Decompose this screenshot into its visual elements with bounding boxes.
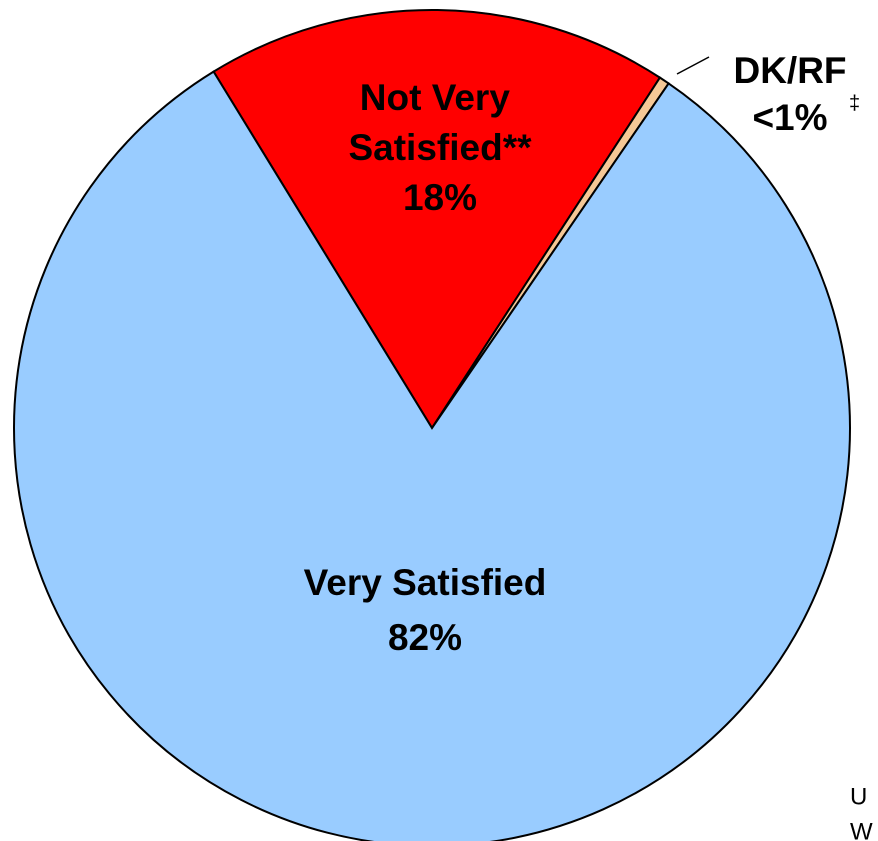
pie-slice bbox=[212, 9, 662, 430]
pie-slice bbox=[13, 70, 851, 841]
slice-value-label: <1% bbox=[752, 97, 827, 138]
slice-label: Very Satisfied bbox=[304, 562, 547, 603]
slice-label: DK/RF bbox=[733, 50, 846, 91]
slice-label: Not Very Satisfied** bbox=[348, 77, 532, 168]
slice-value-label: 18% bbox=[403, 177, 477, 218]
leader-line bbox=[676, 56, 710, 75]
pie bbox=[13, 9, 851, 841]
slice-value-label: 82% bbox=[388, 617, 462, 658]
footnote-text: U bbox=[850, 783, 867, 810]
footnote-text: W bbox=[850, 818, 873, 841]
footnote-mark: ‡ bbox=[849, 92, 860, 114]
